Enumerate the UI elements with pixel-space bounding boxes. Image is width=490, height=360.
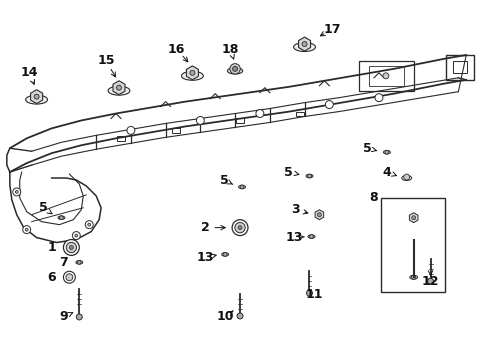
Circle shape bbox=[88, 223, 91, 226]
Bar bbox=[446, 55, 474, 80]
Text: 8: 8 bbox=[369, 192, 378, 204]
Ellipse shape bbox=[76, 261, 83, 264]
Ellipse shape bbox=[108, 86, 130, 95]
Circle shape bbox=[59, 216, 63, 220]
Circle shape bbox=[117, 85, 122, 90]
Circle shape bbox=[412, 216, 416, 220]
Bar bbox=[359, 61, 414, 91]
Circle shape bbox=[85, 221, 93, 229]
Circle shape bbox=[15, 190, 18, 193]
Circle shape bbox=[76, 314, 82, 320]
Circle shape bbox=[77, 260, 81, 264]
Text: 11: 11 bbox=[306, 288, 323, 301]
Ellipse shape bbox=[308, 235, 315, 238]
Ellipse shape bbox=[227, 68, 243, 74]
Circle shape bbox=[34, 94, 39, 99]
Circle shape bbox=[428, 278, 434, 284]
Circle shape bbox=[70, 246, 74, 249]
Ellipse shape bbox=[294, 42, 316, 51]
Ellipse shape bbox=[410, 275, 417, 279]
Circle shape bbox=[238, 226, 242, 230]
Circle shape bbox=[302, 41, 307, 46]
Text: 10: 10 bbox=[217, 310, 234, 323]
Circle shape bbox=[190, 70, 195, 75]
Circle shape bbox=[318, 213, 321, 217]
Polygon shape bbox=[30, 90, 43, 104]
Polygon shape bbox=[113, 81, 125, 95]
Text: 18: 18 bbox=[221, 42, 239, 55]
Circle shape bbox=[66, 242, 76, 253]
Circle shape bbox=[325, 100, 333, 109]
Text: 7: 7 bbox=[59, 256, 68, 269]
Circle shape bbox=[412, 275, 416, 279]
Polygon shape bbox=[186, 66, 198, 80]
Ellipse shape bbox=[402, 176, 412, 180]
Text: 12: 12 bbox=[422, 275, 440, 288]
Circle shape bbox=[13, 188, 21, 196]
Circle shape bbox=[307, 290, 313, 296]
Polygon shape bbox=[298, 37, 311, 51]
Circle shape bbox=[223, 252, 227, 256]
Ellipse shape bbox=[25, 95, 48, 104]
Text: 1: 1 bbox=[47, 241, 56, 254]
Circle shape bbox=[75, 234, 78, 237]
Text: 14: 14 bbox=[21, 66, 38, 79]
Circle shape bbox=[256, 109, 264, 117]
Text: 13: 13 bbox=[196, 251, 214, 264]
Text: 9: 9 bbox=[59, 310, 68, 323]
Text: 5: 5 bbox=[220, 174, 228, 186]
Ellipse shape bbox=[239, 185, 245, 189]
Text: 13: 13 bbox=[286, 231, 303, 244]
Bar bbox=[236, 118, 244, 123]
Text: 3: 3 bbox=[291, 203, 300, 216]
Circle shape bbox=[63, 271, 75, 283]
Bar bbox=[295, 112, 303, 117]
Circle shape bbox=[233, 66, 238, 71]
Circle shape bbox=[25, 228, 28, 231]
Text: 17: 17 bbox=[323, 23, 341, 36]
Bar bbox=[453, 61, 467, 73]
Text: 6: 6 bbox=[47, 271, 56, 284]
Text: 5: 5 bbox=[284, 166, 293, 179]
Circle shape bbox=[308, 174, 312, 178]
Circle shape bbox=[66, 274, 73, 281]
Bar bbox=[117, 136, 125, 141]
Circle shape bbox=[196, 117, 204, 125]
Circle shape bbox=[404, 174, 410, 180]
Polygon shape bbox=[409, 213, 418, 223]
Text: 4: 4 bbox=[383, 166, 392, 179]
Circle shape bbox=[127, 126, 135, 134]
Text: 15: 15 bbox=[98, 54, 115, 67]
Circle shape bbox=[235, 222, 245, 233]
Ellipse shape bbox=[383, 150, 391, 154]
Circle shape bbox=[383, 73, 389, 79]
Circle shape bbox=[232, 220, 248, 235]
Circle shape bbox=[310, 235, 314, 238]
Circle shape bbox=[237, 313, 243, 319]
Ellipse shape bbox=[306, 174, 313, 178]
Text: 5: 5 bbox=[363, 142, 371, 155]
Ellipse shape bbox=[58, 216, 65, 220]
Text: 2: 2 bbox=[201, 221, 210, 234]
Circle shape bbox=[63, 239, 79, 255]
Text: 16: 16 bbox=[168, 42, 185, 55]
Circle shape bbox=[385, 150, 389, 154]
Circle shape bbox=[375, 94, 383, 102]
Polygon shape bbox=[315, 210, 324, 220]
Circle shape bbox=[23, 226, 31, 234]
Bar bbox=[369, 66, 404, 86]
Ellipse shape bbox=[181, 71, 203, 80]
Circle shape bbox=[230, 64, 240, 74]
Ellipse shape bbox=[221, 253, 229, 256]
Bar bbox=[172, 129, 179, 133]
Bar bbox=[381, 198, 445, 292]
Circle shape bbox=[73, 231, 80, 239]
Text: 5: 5 bbox=[39, 201, 48, 214]
Circle shape bbox=[240, 185, 244, 189]
